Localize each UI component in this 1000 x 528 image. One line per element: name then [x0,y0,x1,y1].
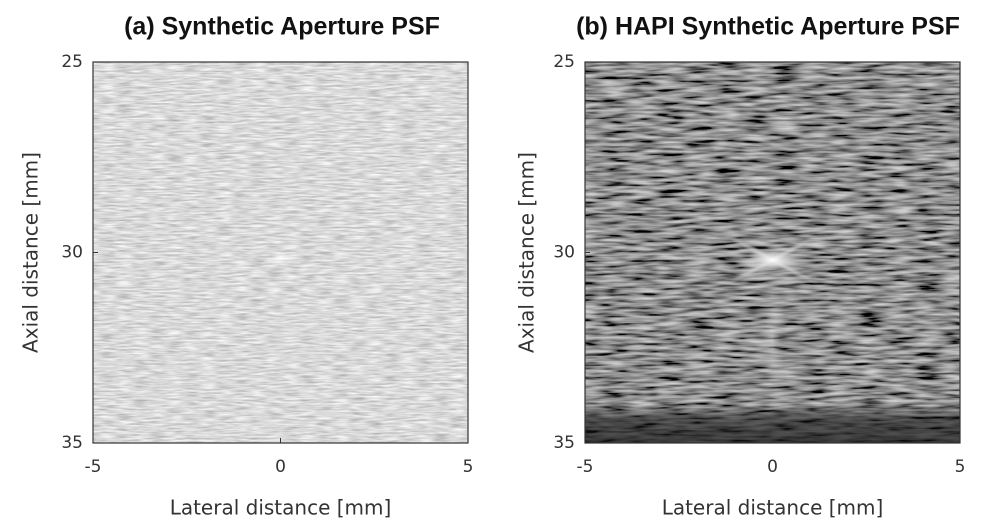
y-axis-label: Axial distance [mm] [515,152,539,353]
x-axis-label: Lateral distance [mm] [170,496,392,520]
chart-title: (a) Synthetic Aperture PSF [124,13,440,41]
panel: (a) Synthetic Aperture PSF -5 0 5 25 30 35 Late… [19,13,474,520]
y-tick-label: 30 [553,243,575,263]
x-tick-label: -5 [577,457,594,477]
x-tick-label: -5 [85,457,102,477]
x-axis-label: Lateral distance [mm] [662,496,884,520]
y-tick-label: 25 [61,52,83,72]
y-tick-label: 30 [61,243,83,263]
psf-tail [758,265,787,415]
chart-title: (b) HAPI Synthetic Aperture PSF [576,13,960,41]
y-tick-label: 35 [553,433,575,453]
panel: (b) HAPI Synthetic Aperture PSF -5 0 5 25 30 3… [515,13,966,520]
y-tick-label: 35 [61,433,83,453]
x-tick-label: 0 [275,457,286,477]
y-axis-label: Axial distance [mm] [19,152,43,353]
x-tick-label: 5 [463,457,474,477]
x-tick-label: 5 [955,457,966,477]
psf-spot [736,246,809,274]
y-tick-label: 25 [553,52,575,72]
psf-spot [271,252,290,264]
x-tick-label: 0 [767,457,778,477]
